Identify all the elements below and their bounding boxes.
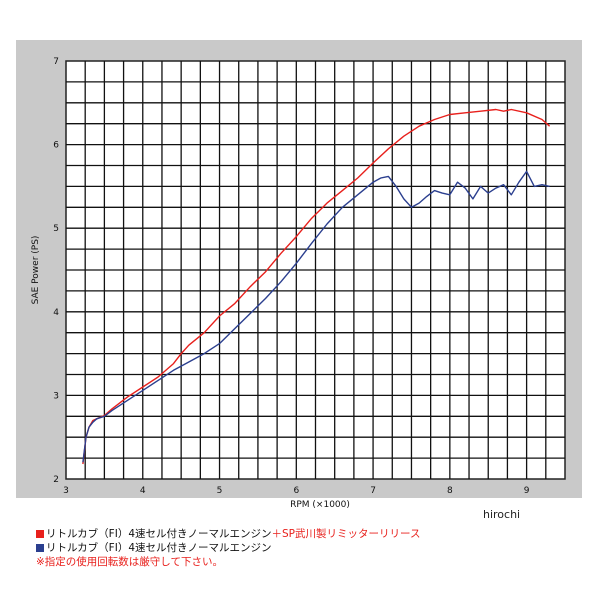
y-tick-label: 2: [53, 475, 59, 485]
blue-swatch-icon: [36, 544, 44, 552]
legend: リトルカブ（FI）4速セル付きノーマルエンジン＋SP武川製リミッターリリース リ…: [36, 527, 576, 569]
horizontal-gridlines: [66, 81, 565, 459]
red-swatch-icon: [36, 530, 44, 538]
y-tick-label: 5: [53, 224, 59, 234]
legend-blue-label: リトルカブ（FI）4速セル付きノーマルエンジン: [46, 542, 272, 554]
x-tick-label: 8: [447, 486, 453, 496]
series-line-blue: [82, 170, 550, 463]
rpm-warning-note: ※指定の使用回転数は厳守して下さい。: [36, 556, 223, 568]
legend-red-label: リトルカブ（FI）4速セル付きノーマルエンジン: [46, 528, 272, 540]
x-tick-label: 7: [370, 486, 376, 496]
y-tick-label: 6: [53, 141, 59, 151]
series-lines: [82, 108, 551, 465]
x-tick-label: 9: [524, 486, 530, 496]
watermark-text: hirochi: [483, 508, 521, 521]
legend-red-suffix: ＋SP武川製リミッターリリース: [271, 528, 421, 540]
y-tick-labels: 2 3 4 5 6 7: [53, 57, 59, 485]
x-tick-label: 5: [217, 486, 223, 496]
x-tick-label: 3: [63, 486, 69, 496]
x-tick-labels: 3 4 5 6 7 8 9: [63, 486, 530, 496]
legend-row-red: リトルカブ（FI）4速セル付きノーマルエンジン＋SP武川製リミッターリリース: [36, 527, 576, 541]
x-tick-label: 6: [293, 486, 299, 496]
y-axis-label: SAE Power (PS): [31, 236, 41, 305]
legend-row-blue: リトルカブ（FI）4速セル付きノーマルエンジン: [36, 541, 576, 555]
x-tick-label: 4: [140, 486, 146, 496]
series-line-red: [82, 108, 551, 465]
y-tick-label: 7: [53, 57, 59, 67]
y-tick-label: 3: [53, 391, 59, 401]
x-axis-label: RPM (×1000): [290, 500, 350, 510]
y-tick-label: 4: [53, 308, 59, 318]
